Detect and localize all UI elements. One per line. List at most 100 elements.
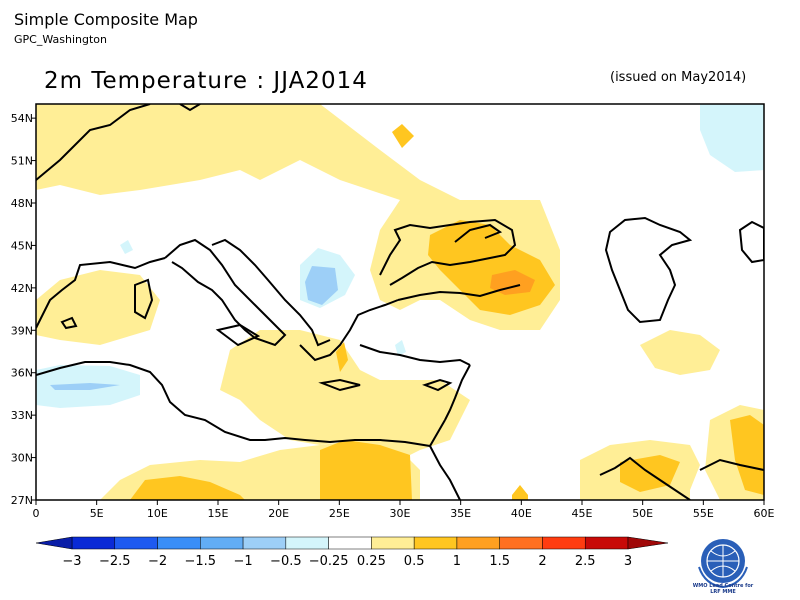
- coast-sicily: [215, 323, 261, 347]
- coast-levant: [444, 364, 471, 421]
- anomaly-region-serbia-core: [305, 266, 338, 305]
- lon-tick-label: 10E: [147, 507, 168, 520]
- lat-tick-label: 51N: [11, 155, 33, 168]
- coast-adriatic: [211, 238, 331, 347]
- lon-tick-label: 55E: [693, 507, 714, 520]
- colorbar-swatch: [542, 536, 586, 550]
- coast-france-italy: [164, 238, 287, 347]
- colorbar-tick-label: 0.5: [404, 554, 425, 569]
- coast-europe-north: [36, 104, 151, 181]
- coast-north-africa: [36, 361, 446, 448]
- colorbar-swatch: [114, 536, 158, 550]
- lon-tick-label: 0: [33, 507, 40, 520]
- coast-sardinia: [134, 278, 154, 320]
- coast-greece: [299, 299, 399, 362]
- colorbar-swatch: [285, 536, 329, 550]
- lat-tick-label: 36N: [11, 367, 33, 380]
- anomaly-region-small-aegean: [395, 340, 406, 356]
- colorbar-tick-label: −0.25: [309, 554, 349, 569]
- coast-red-sea: [429, 445, 461, 500]
- lon-tick-label: 20E: [268, 507, 289, 520]
- colorbar-swatch: [328, 536, 372, 550]
- anomaly-region-caspian: [640, 330, 720, 375]
- colorbar-tick-label: −2: [148, 554, 167, 569]
- lon-tick-label: 15E: [208, 507, 229, 520]
- lat-tick-label: 42N: [11, 282, 33, 295]
- colorbar-tick-label: −0.5: [270, 554, 302, 569]
- anomaly-region-libya-south: [130, 476, 245, 500]
- colorbar-arrow-right: [627, 536, 669, 550]
- colorbar-tick-label: 1: [453, 554, 461, 569]
- colorbar-arrow-left: [35, 536, 73, 550]
- colorbar-swatch: [371, 536, 415, 550]
- lat-tick-label: 54N: [11, 112, 33, 125]
- lat-tick-label: 33N: [11, 409, 33, 422]
- colorbar-tick-label: −3: [62, 554, 81, 569]
- colorbar-tick-label: −2.5: [99, 554, 131, 569]
- anomaly-region-crete: [336, 342, 348, 372]
- colorbar-swatch: [71, 536, 116, 550]
- lon-tick-label: 60E: [754, 507, 775, 520]
- coast-uk: [179, 104, 201, 112]
- anomaly-region-iran-south: [730, 415, 764, 495]
- colorbar-swatch: [499, 536, 543, 550]
- colorbar-swatch: [413, 536, 458, 550]
- lon-tick-label: 50E: [632, 507, 653, 520]
- lat-tick-label: 45N: [11, 239, 33, 252]
- anomaly-region-central-mediterranean: [220, 330, 470, 460]
- lat-tick-label: 39N: [11, 324, 33, 337]
- lat-tick-label: 27N: [11, 494, 33, 507]
- colorbar-swatch: [242, 536, 287, 550]
- colorbar-swatch: [584, 536, 629, 550]
- longitude-axis: 0 5E 10E 15E 20E 25E 30E 35E 40E 45E 50E 55E 60E: [33, 500, 775, 520]
- lon-tick-label: 5E: [90, 507, 104, 520]
- anomaly-region-arabia-north: [512, 485, 528, 500]
- source-label: GPC_Washington: [14, 33, 107, 46]
- colorbar-tick-label: −1.5: [185, 554, 217, 569]
- anomaly-region-egypt: [320, 440, 412, 500]
- colorbar-swatch: [456, 536, 500, 550]
- colorbar-swatch: [200, 536, 244, 550]
- colorbar: −3 −2.5 −2 −1.5 −1 −0.5 −0.25 0.25 0.5 1 1.5 2 2.5 3: [35, 536, 669, 569]
- lon-tick-label: 30E: [390, 507, 411, 520]
- coast-caspian: [604, 216, 693, 324]
- anomaly-region-west-europe: [36, 104, 560, 330]
- coast-iberia: [36, 257, 166, 329]
- coast-gulf-oman: [699, 458, 764, 471]
- coast-persian-gulf: [599, 456, 691, 500]
- colorbar-tick-label: 2.5: [575, 554, 596, 569]
- coast-crete: [318, 378, 361, 392]
- issued-label: (issued on May2014): [610, 70, 747, 85]
- coast-azov: [454, 223, 503, 243]
- colorbar-swatch: [157, 536, 201, 550]
- anomaly-region-italy-tiny: [120, 240, 133, 254]
- colorbar-tick-label: −1: [233, 554, 252, 569]
- colorbar-tick-label: 3: [624, 554, 632, 569]
- coast-cyprus: [422, 378, 453, 392]
- anomaly-region-ural: [700, 104, 764, 172]
- lon-tick-label: 35E: [450, 507, 471, 520]
- logo-caption: WMO Lead Centre for LRF MME: [678, 583, 768, 595]
- coastlines: [36, 104, 764, 500]
- wmo-logo: [698, 539, 748, 589]
- latitude-axis: 54N 51N 48N 45N 42N 39N 36N 33N 30N 27N: [11, 112, 36, 507]
- map-title: 2m Temperature : JJA2014: [44, 68, 368, 94]
- anomaly-region-north-africa-west: [36, 270, 160, 345]
- colorbar-tick-label: 0.25: [357, 554, 386, 569]
- lon-tick-label: 40E: [511, 507, 532, 520]
- colorbar-tick-label: 1.5: [489, 554, 510, 569]
- lon-tick-label: 25E: [329, 507, 350, 520]
- coast-aral: [738, 220, 764, 264]
- coast-balearic: [60, 316, 78, 330]
- coast-turkey-south: [359, 344, 471, 366]
- app-title: Simple Composite Map: [14, 10, 198, 29]
- colorbar-tick-label: 2: [538, 554, 546, 569]
- lon-tick-label: 45E: [572, 507, 593, 520]
- logo-caption-line2: LRF MME: [710, 589, 736, 595]
- anomaly-shading: [36, 104, 764, 500]
- coast-black-sea: [379, 218, 517, 286]
- anomaly-region-moscow: [392, 124, 414, 148]
- anomaly-region-algeria-core: [50, 383, 120, 390]
- lat-tick-label: 48N: [11, 197, 33, 210]
